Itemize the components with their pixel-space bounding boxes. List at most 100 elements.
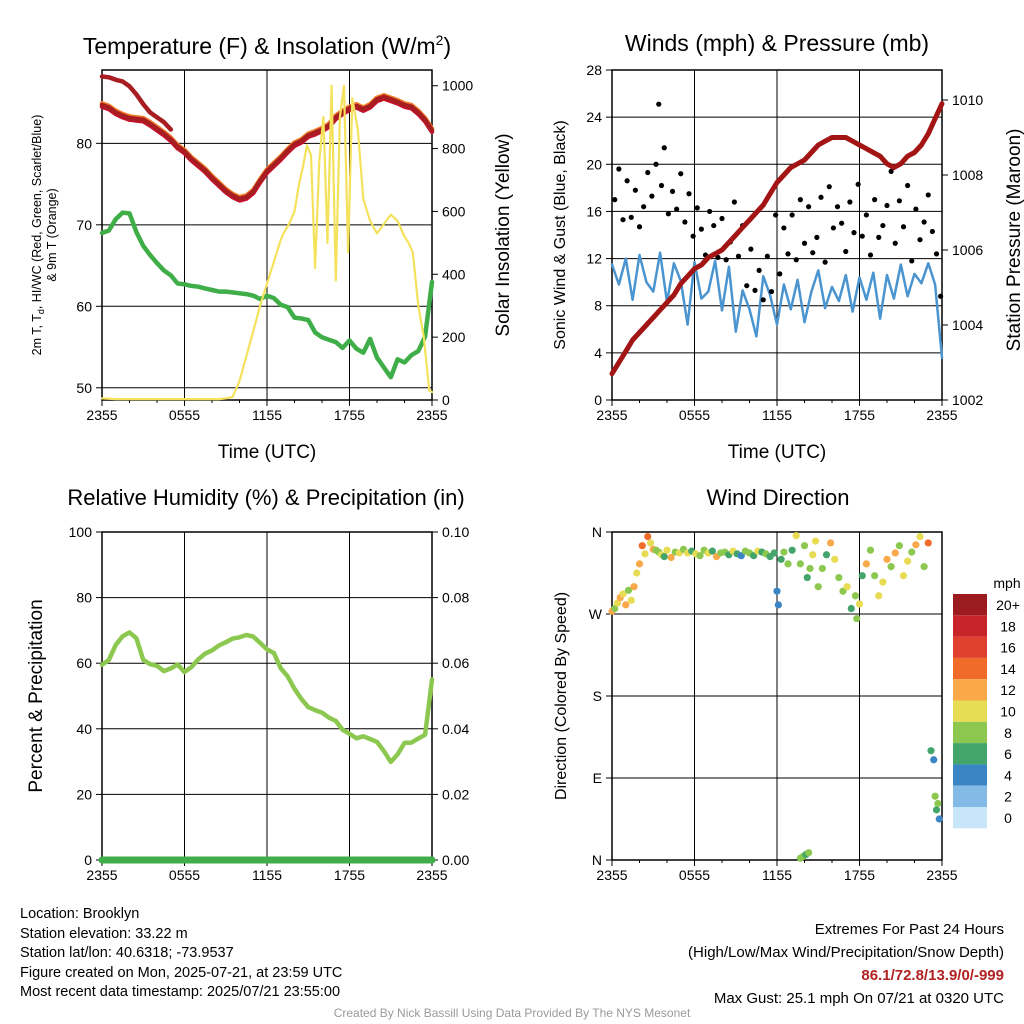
gust-point: [698, 226, 704, 232]
direction-title: Wind Direction: [706, 485, 849, 510]
winds-tick-label-y: 4: [594, 345, 602, 361]
direction-point: [930, 756, 938, 764]
gust-point: [925, 192, 931, 198]
direction-ylabel: Direction (Colored By Speed): [553, 592, 570, 800]
humidity-tick-label-y2: 0.04: [442, 721, 469, 737]
direction-point: [853, 614, 861, 623]
direction-point: [613, 599, 622, 607]
gust-point: [723, 257, 729, 263]
gust-point: [764, 253, 770, 259]
temp-series-solar-insolation: [100, 84, 434, 401]
legend-label: 12: [1000, 682, 1016, 698]
direction-point: [851, 592, 859, 600]
direction-tick-label-y: N: [592, 852, 602, 868]
legend-swatch: [953, 657, 987, 680]
gust-point: [810, 250, 816, 256]
gust-point: [843, 248, 849, 255]
gust-point: [756, 267, 762, 273]
legend-label: 10: [1000, 704, 1016, 720]
winds-tick-label-y: 28: [586, 62, 602, 78]
humidity-tick-label-y: 20: [76, 786, 92, 802]
legend-swatch: [953, 764, 987, 786]
temp-tick-label-x: 2355: [86, 407, 117, 423]
gust-point: [752, 287, 758, 293]
legend-swatch: [953, 721, 987, 744]
gust-point: [834, 204, 841, 210]
direction-tick-label-y: W: [589, 606, 603, 622]
legend-swatch: [953, 743, 987, 765]
humidity-series-relative-humidity: [99, 630, 435, 765]
gust-point: [624, 178, 630, 184]
gust-point: [760, 297, 766, 303]
gust-point: [818, 194, 824, 200]
legend-label: 6: [1004, 746, 1012, 762]
direction-point: [806, 564, 814, 573]
gust-point: [793, 257, 799, 263]
gust-point: [892, 240, 898, 246]
gust-point: [909, 258, 915, 264]
gust-point: [917, 237, 923, 243]
direction-point: [811, 537, 820, 545]
direction-point: [803, 573, 811, 582]
gust-point: [669, 188, 676, 194]
gust-point: [880, 222, 886, 229]
gust-point: [645, 169, 651, 176]
legend-swatch: [953, 785, 987, 807]
temp-title: Temperature (F) & Insolation (W/m2): [83, 32, 451, 59]
temp-tick-label-y: 50: [76, 380, 92, 396]
humidity-ylabel: Percent & Precipitation: [26, 599, 47, 792]
gust-point: [658, 182, 665, 189]
direction-point: [904, 557, 912, 565]
winds-chart: 2355 0555 1155 1755 235504812162024281002100…: [552, 30, 1024, 463]
direction-point: [924, 539, 932, 547]
direction-point: [827, 539, 835, 547]
gust-point: [632, 187, 638, 193]
temp-title-main: Temperature (F) & Insolation (W/m: [83, 33, 436, 59]
direction-point: [660, 553, 668, 561]
humidity-tick-label-y: 60: [76, 655, 92, 671]
winds-tick-label-y2: 1006: [952, 242, 983, 258]
gust-point: [938, 293, 944, 299]
humidity-tick-label-y: 100: [69, 524, 93, 540]
gust-point: [839, 220, 845, 226]
direction-point: [831, 555, 839, 563]
winds-tick-label-y2: 1002: [952, 392, 983, 408]
winds-y2label: Station Pressure (Maroon): [1004, 129, 1024, 352]
temp-series-wind-chill: [99, 74, 174, 132]
gust-point: [656, 101, 662, 107]
latlon-text: Station lat/lon: 40.6318; -73.9537: [20, 945, 234, 961]
gust-point: [888, 168, 894, 174]
temp-tick-label-y: 80: [76, 135, 92, 151]
gust-point: [900, 224, 907, 230]
direction-point: [646, 539, 655, 547]
location-text: Location: Brooklyn: [20, 906, 140, 922]
gust-point: [665, 211, 671, 217]
direction-point: [800, 542, 809, 550]
winds-tick-label-x: 2355: [596, 407, 627, 423]
winds-title: Winds (mph) & Pressure (mb): [625, 30, 929, 56]
humidity-tick-label-x: 1155: [252, 867, 282, 883]
temp-title-sup: 2: [436, 32, 444, 48]
direction-point: [843, 583, 851, 591]
extremes-values: 86.1/72.8/13.9/0/-999: [861, 967, 1004, 984]
legend-title: mph: [993, 575, 1020, 591]
temp-tick-label-y: 60: [76, 298, 92, 314]
elevation-text: Station elevation: 33.22 m: [20, 925, 188, 942]
gust-point: [715, 254, 721, 260]
direction-point: [912, 541, 920, 549]
winds-tick-label-y2: 1008: [952, 167, 983, 183]
max-gust-text: Max Gust: 25.1 mph On 07/21 at 0320 UTC: [713, 990, 1004, 1007]
legend-label: 2: [1004, 789, 1012, 805]
gust-point: [905, 182, 911, 189]
gust-point: [814, 234, 820, 240]
direction-tick-label-y: S: [593, 688, 602, 704]
gust-point: [855, 181, 861, 187]
extremes-description: (High/Low/Max Wind/Precipitation/Snow De…: [688, 944, 1004, 961]
direction-point: [641, 550, 649, 558]
temp-ylabel-line1: 2m T, Td, HI/WC (Red, Green, Scarlet/Blu…: [30, 115, 46, 356]
winds-tick-label-x: 1755: [844, 407, 875, 423]
gust-point: [641, 204, 647, 210]
direction-point: [899, 572, 908, 580]
gust-point: [929, 228, 935, 235]
legend-swatch: [953, 700, 987, 722]
